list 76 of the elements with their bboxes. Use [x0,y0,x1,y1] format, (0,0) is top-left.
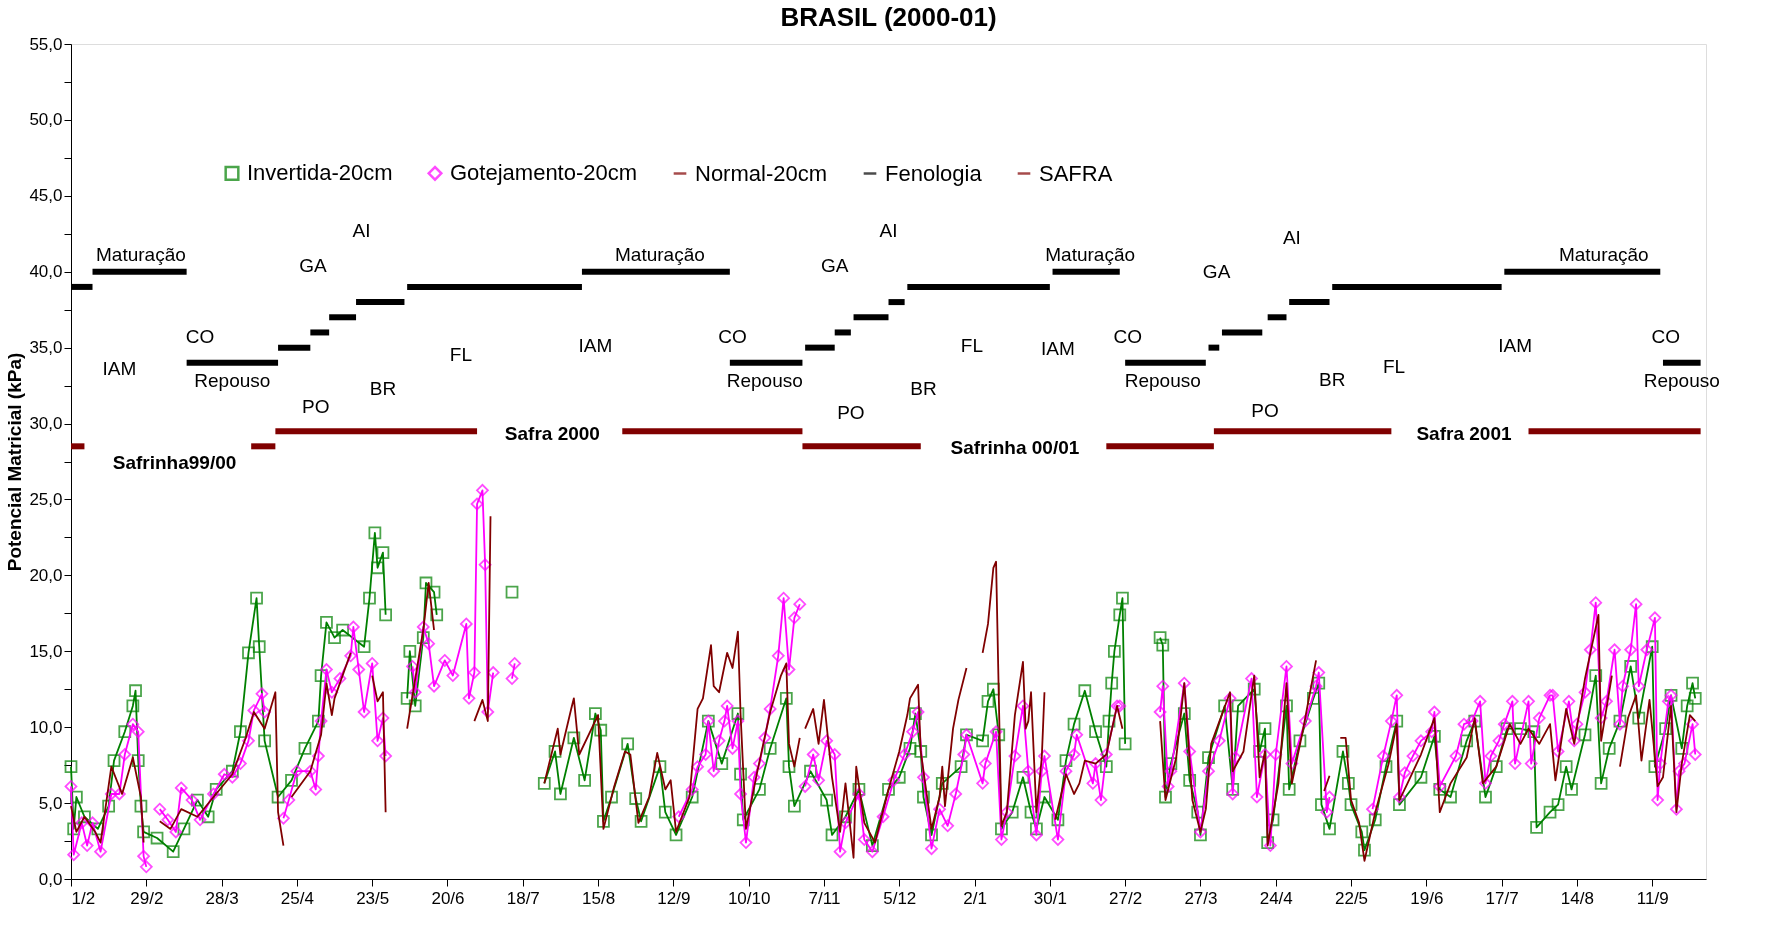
x-tick-label: 22/5 [1334,888,1369,908]
annotation: IAM [102,357,137,379]
x-tick-label: 2/1 [963,888,987,908]
y-tick-label: 5,0 [38,793,63,813]
y-tick-label: 0,0 [38,869,63,889]
annotation: CO [1113,326,1143,348]
annotation: GA [1202,260,1231,282]
y-tick-label: 55,0 [29,34,63,54]
annotation: IAM [1041,338,1075,360]
annotation: Safra 2000 [504,423,600,445]
x-tick-label: 7/11 [808,888,841,908]
y-tick-label: 15,0 [29,641,63,661]
x-tick-label: 5/12 [883,888,917,908]
x-tick-label: 1/2 [71,888,96,908]
x-tick-label: 12/9 [657,888,691,908]
x-tick-label: 29/2 [130,888,164,908]
x-tick-label: 10/10 [727,888,771,908]
annotation: CO [718,326,747,348]
chart-title: BRASIL (2000-01) [780,2,997,32]
annotation: PO [1251,400,1279,422]
y-tick-label: 40,0 [29,262,63,282]
x-tick-label: 25/4 [280,888,314,908]
x-tick-label: 20/6 [431,888,465,908]
annotation: CO [185,326,215,348]
x-tick-label: 17/7 [1485,888,1519,908]
x-tick-label: 27/2 [1109,888,1143,908]
annotation: BR [1319,368,1346,390]
x-tick-label: 28/3 [205,888,239,908]
y-axis-title: Potencial Matricial (kPa) [4,352,26,572]
y-tick-label: 50,0 [29,110,63,130]
annotation: BR [369,377,397,399]
x-tick-label: 15/8 [582,888,616,908]
x-tick-label: 11/9 [1636,888,1669,908]
annotation: PO [301,395,330,417]
annotation: Maturação [615,244,705,266]
annotation: Safrinha 00/01 [950,436,1080,458]
annotation: GA [299,254,328,276]
annotation: GA [820,254,849,276]
x-tick-label: 19/6 [1410,888,1444,908]
annotation: AI [1282,227,1301,249]
annotation: Safrinha99/00 [112,452,237,474]
y-tick-label: 20,0 [29,565,63,585]
legend-label: Normal-20cm [695,160,828,186]
y-tick-label: 45,0 [29,186,63,206]
annotation: Repouso [726,370,803,392]
legend-label: Gotejamento-20cm [450,160,638,186]
x-tick-label: 18/7 [506,888,540,908]
annotation: CO [1651,326,1680,348]
x-tick-label: 30/1 [1033,888,1067,908]
annotation: Maturação [1045,244,1136,266]
annotation: PO [837,401,865,423]
y-tick-label: 35,0 [29,338,63,358]
annotation: AI [879,219,898,241]
annotation: BR [910,377,937,399]
legend-label: Fenologia [885,160,983,186]
legend-label: Invertida-20cm [247,160,393,186]
annotation: Maturação [1558,244,1649,266]
legend-label: SAFRA [1039,160,1113,186]
annotation: FL [449,344,473,366]
y-tick-label: 25,0 [29,489,63,509]
annotation: Maturação [96,244,186,266]
x-tick-label: 27/3 [1184,888,1218,908]
y-tick-label: 10,0 [29,717,63,737]
annotation: Safra 2001 [1416,423,1512,445]
annotation: IAM [1498,335,1532,357]
y-tick-label: 30,0 [29,414,63,434]
x-tick-label: 14/8 [1560,888,1594,908]
annotation: AI [352,219,371,241]
annotation: IAM [578,335,613,357]
annotation: FL [960,335,983,357]
annotation: Repouso [1643,370,1720,392]
x-tick-label: 24/4 [1259,888,1293,908]
annotation: FL [1382,356,1406,378]
annotation: Repouso [194,370,271,392]
annotation: Repouso [1124,370,1201,392]
x-tick-label: 23/5 [356,888,390,908]
